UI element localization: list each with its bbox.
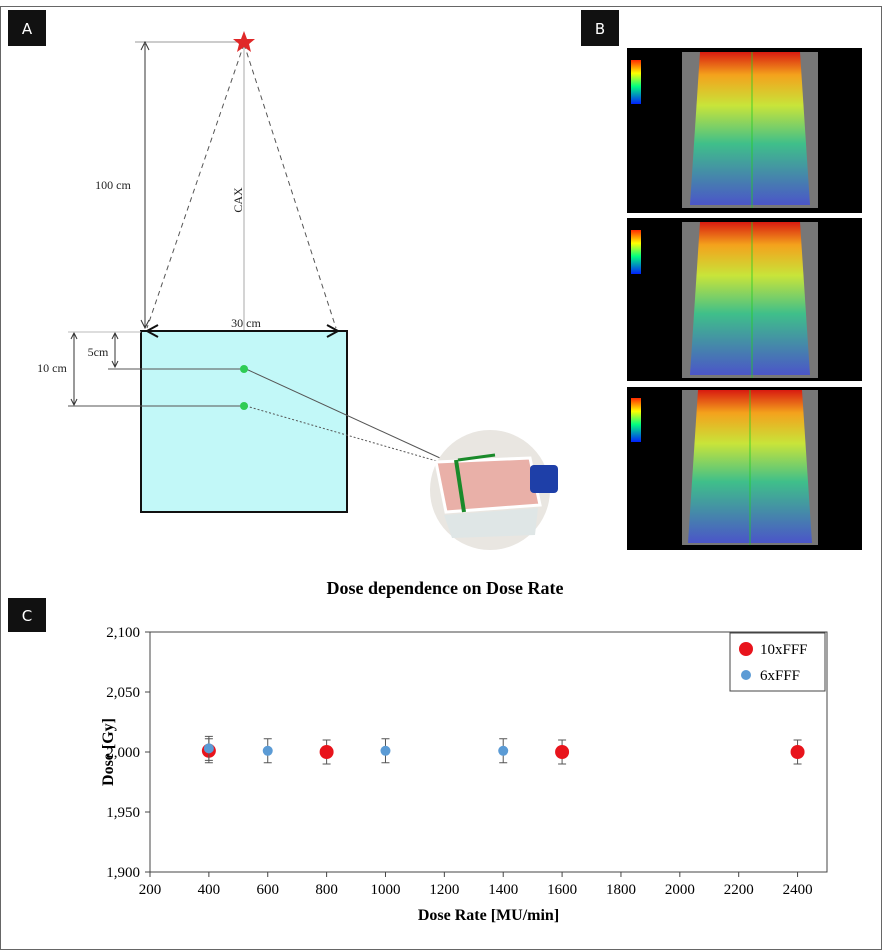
x-tick-label: 400 (198, 882, 221, 898)
data-point (791, 745, 805, 759)
x-tick-label: 1200 (429, 882, 459, 898)
legend-swatch (739, 642, 753, 656)
x-tick-label: 2000 (665, 882, 695, 898)
plot-area (150, 632, 827, 872)
data-point (204, 743, 214, 753)
x-tick-label: 1000 (370, 882, 400, 898)
dose-maps (627, 48, 862, 550)
x-tick-label: 1600 (547, 882, 577, 898)
axis-label: CAX (231, 187, 245, 213)
y-axis-label: Dose [Gy] (100, 718, 117, 786)
data-point (380, 746, 390, 756)
setup-diagram: 100 cm CAX 30 cm 5cm 10 cm (37, 31, 558, 550)
y-tick-label: 2,100 (106, 625, 140, 641)
legend-label: 10xFFF (760, 642, 808, 658)
x-tick-label: 600 (256, 882, 279, 898)
x-tick-label: 2400 (783, 882, 813, 898)
dimension-label: 30 cm (231, 316, 261, 330)
dimension-label: 5cm (88, 345, 109, 359)
x-tick-label: 1800 (606, 882, 636, 898)
dimension-label: 10 cm (37, 361, 67, 375)
chart-title: Dose dependence on Dose Rate (327, 578, 564, 598)
data-point (320, 745, 334, 759)
x-tick-label: 200 (139, 882, 162, 898)
y-tick-label: 1,900 (106, 865, 140, 881)
dimension-label: 100 cm (95, 178, 131, 192)
panel-tag: B (595, 20, 605, 38)
x-tick-label: 800 (315, 882, 338, 898)
data-point (498, 746, 508, 756)
x-axis-label: Dose Rate [MU/min] (418, 907, 559, 924)
y-tick-label: 1,950 (106, 805, 140, 821)
data-point (263, 746, 273, 756)
y-tick-label: 2,050 (106, 685, 140, 701)
panel-tag: A (22, 20, 33, 38)
legend-label: 6xFFF (760, 668, 800, 684)
legend-swatch (741, 670, 751, 680)
x-tick-label: 2200 (724, 882, 754, 898)
x-tick-label: 1400 (488, 882, 518, 898)
figure: A B C 100 cm CAX 30 cm 5cm 1 (0, 0, 882, 950)
panel-tag: C (22, 607, 32, 625)
data-point (555, 745, 569, 759)
